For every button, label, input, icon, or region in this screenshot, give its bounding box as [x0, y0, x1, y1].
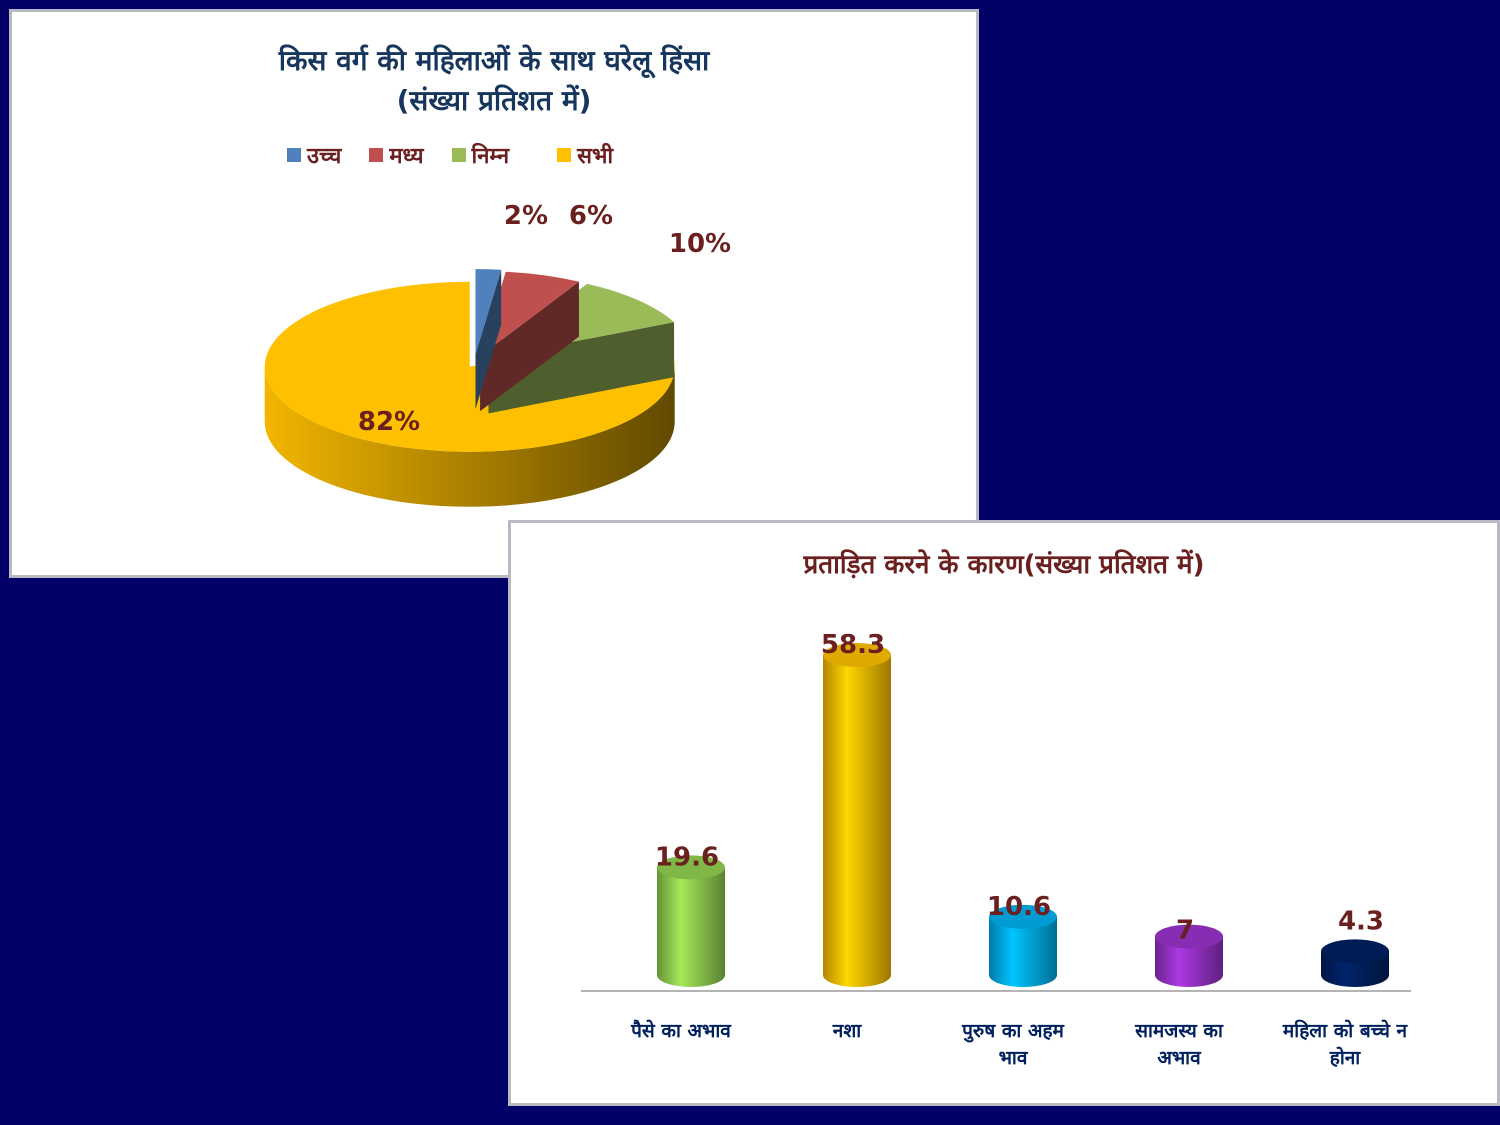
pie-slice-wall-3 [264, 366, 675, 507]
pie-slice-face-0-1 [475, 269, 502, 410]
bar-data-label-1: 58.3 [821, 630, 885, 660]
legend-item-lower: निम्न [451, 140, 510, 170]
legend-swatch-middle [369, 148, 384, 162]
legend-swatch-lower [451, 148, 466, 162]
pie-slice-top-1 [480, 271, 579, 357]
category-label-1: नशा [767, 1018, 927, 1045]
bar-1 [823, 643, 891, 987]
bar-body-3 [1155, 936, 1223, 987]
category-label-2: पुरुष का अहम भाव [933, 1018, 1093, 1072]
bar-body-2 [989, 916, 1057, 987]
bar-body-1 [823, 655, 891, 987]
pie-title-line1: किस वर्ग की महिलाओं के साथ घरेलू हिंसा [278, 44, 710, 77]
bar-chart: 19.6 58.3 10.6 7 4.3 [581, 630, 1411, 992]
bar-top-4 [1321, 939, 1389, 964]
category-label-0: पैसे का अभाव [601, 1018, 761, 1045]
pie-data-label-0: 2% [504, 201, 548, 231]
category-label-3: सामजस्य का अभाव [1099, 1018, 1259, 1072]
bar-2 [989, 904, 1057, 987]
pie-chart: 2% 6% 10% 82% [264, 201, 731, 507]
category-label-line: सामजस्य का [1135, 1020, 1223, 1042]
bar-body-0 [657, 867, 725, 987]
category-label-line: महिला को बच्चे न [1282, 1020, 1408, 1042]
bar-data-label-4: 4.3 [1338, 906, 1384, 936]
pie-data-label-1: 6% [569, 201, 613, 231]
bar-top-3 [1155, 924, 1223, 949]
pie-slice-face-1-1 [480, 281, 579, 412]
pie-title-line2: (संख्या प्रतिशत में) [396, 84, 592, 117]
bar-4 [1321, 939, 1389, 987]
bar-title: प्रताड़ित करने के कारण(संख्या प्रतिशत मे… [803, 550, 1205, 580]
bar-chart-panel: प्रताड़ित करने के कारण(संख्या प्रतिशत मे… [508, 520, 1500, 1106]
legend-swatch-upper [287, 148, 301, 162]
legend-item-middle: मध्य [369, 140, 424, 170]
pie-slice-top-3 [264, 281, 675, 452]
bar-3 [1155, 924, 1223, 987]
bar-data-label-3: 7 [1176, 916, 1194, 946]
pie-slice-top-0 [475, 269, 502, 355]
category-label-line: होना [1329, 1047, 1361, 1069]
bar-0 [657, 855, 725, 987]
bar-top-2 [989, 904, 1057, 929]
legend-label-middle: मध्य [389, 144, 424, 169]
pie-legend: उच्च मध्य निम्न सभी [287, 140, 641, 170]
legend-item-upper: उच्च [287, 140, 341, 170]
legend-item-all: सभी [557, 140, 613, 170]
category-label-line: पैसे का अभाव [631, 1020, 731, 1042]
legend-label-lower: निम्न [471, 144, 510, 169]
bar-top-0 [657, 855, 725, 880]
pie-slice-3 [264, 281, 675, 507]
category-label-line: अभाव [1157, 1047, 1201, 1069]
pie-chart-panel: किस वर्ग की महिलाओं के साथ घरेलू हिंसा (… [9, 9, 979, 578]
legend-label-upper: उच्च [307, 144, 342, 169]
category-label-line: नशा [832, 1020, 862, 1042]
bar-data-label-2: 10.6 [987, 892, 1051, 922]
pie-slice-face-2-1 [488, 322, 675, 414]
category-label-line: भाव [998, 1047, 1028, 1069]
bar-data-label-0: 19.6 [655, 842, 719, 872]
legend-label-all: सभी [577, 144, 614, 169]
bar-top-1 [823, 643, 891, 667]
category-label-line: पुरुष का अहम [962, 1020, 1064, 1042]
pie-data-label-2: 10% [669, 229, 731, 259]
pie-slice-0 [475, 269, 502, 410]
category-label-4: महिला को बच्चे न होना [1265, 1018, 1425, 1072]
legend-swatch-all [557, 148, 572, 162]
pie-data-label-3: 82% [358, 407, 420, 437]
